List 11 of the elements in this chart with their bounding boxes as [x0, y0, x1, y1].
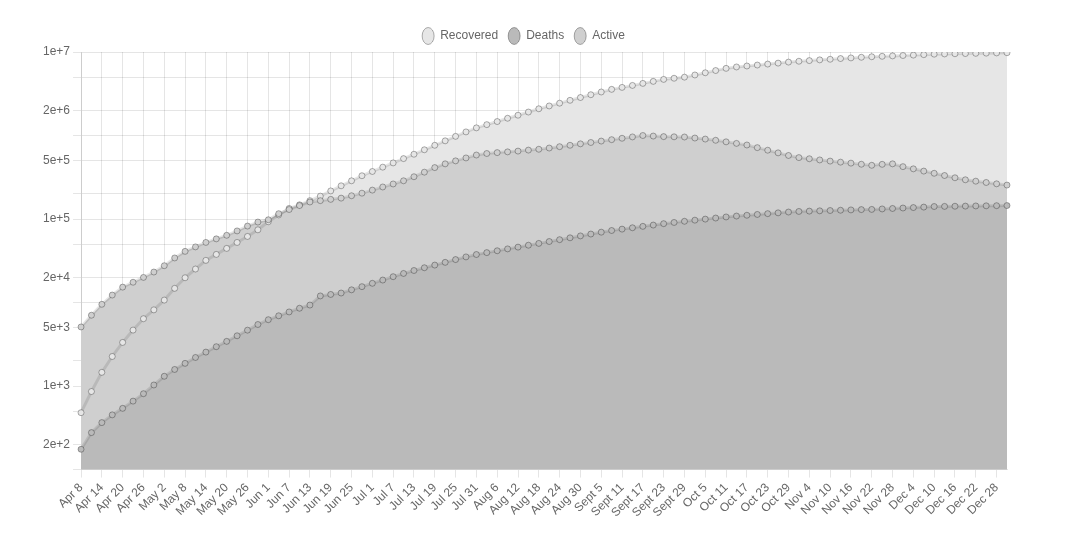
legend-label: Recovered — [440, 28, 499, 43]
y-tick-label: 5e+3 — [43, 319, 71, 334]
y-tick-label: 2e+2 — [43, 436, 71, 451]
legend-label: Deaths — [526, 28, 565, 43]
legend-label: Active — [592, 28, 626, 43]
y-tick-label: 1e+7 — [43, 44, 71, 59]
y-tick-label: 1e+3 — [43, 378, 71, 393]
y-tick-label: 5e+5 — [43, 152, 71, 167]
y-tick-label: 2e+4 — [43, 269, 71, 284]
y-tick-label: 1e+5 — [43, 211, 71, 226]
y-tick-label: 2e+6 — [43, 102, 71, 117]
